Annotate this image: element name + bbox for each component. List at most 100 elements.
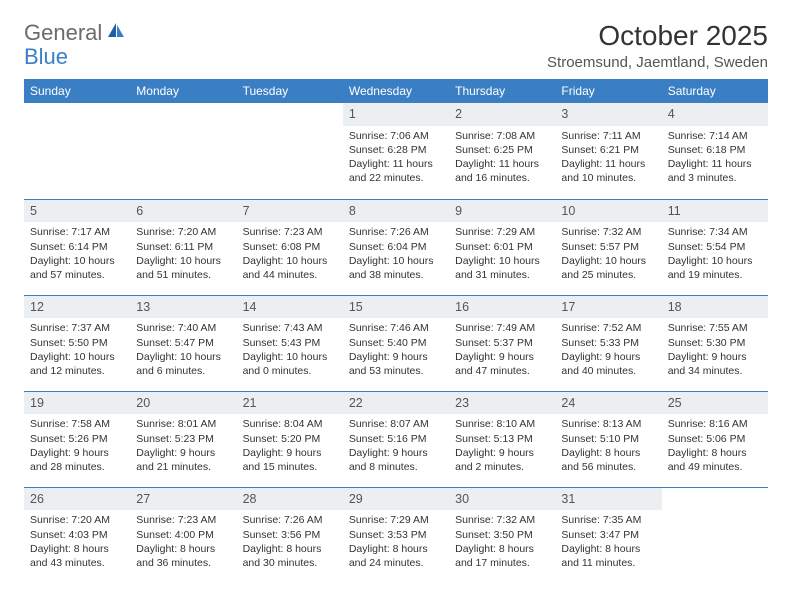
daynum-row: 28 bbox=[237, 488, 343, 511]
daynum-row: 6 bbox=[130, 200, 236, 223]
daylight-line: Daylight: 9 hours and 53 minutes. bbox=[349, 350, 443, 378]
calendar-cell: 11Sunrise: 7:34 AMSunset: 5:54 PMDayligh… bbox=[662, 199, 768, 295]
daynum-row: 25 bbox=[662, 392, 768, 415]
sunrise-line: Sunrise: 7:06 AM bbox=[349, 129, 443, 143]
sunrise-line: Sunrise: 8:13 AM bbox=[561, 417, 655, 431]
daylight-line: Daylight: 11 hours and 10 minutes. bbox=[561, 157, 655, 185]
day-number: 4 bbox=[668, 107, 675, 121]
calendar-cell: 6Sunrise: 7:20 AMSunset: 6:11 PMDaylight… bbox=[130, 199, 236, 295]
day-number: 20 bbox=[136, 396, 150, 410]
daylight-line: Daylight: 9 hours and 34 minutes. bbox=[668, 350, 762, 378]
sunset-line: Sunset: 5:37 PM bbox=[455, 336, 549, 350]
sunset-line: Sunset: 6:21 PM bbox=[561, 143, 655, 157]
day-number: 12 bbox=[30, 300, 44, 314]
daynum-row: 5 bbox=[24, 200, 130, 223]
daynum-row: 22 bbox=[343, 392, 449, 415]
daynum-row: 2 bbox=[449, 103, 555, 126]
calendar-cell-empty bbox=[237, 103, 343, 199]
logo-word-2: Blue bbox=[24, 44, 68, 69]
daylight-line: Daylight: 10 hours and 0 minutes. bbox=[243, 350, 337, 378]
day-number: 28 bbox=[243, 492, 257, 506]
sunrise-line: Sunrise: 7:23 AM bbox=[136, 513, 230, 527]
calendar-cell: 4Sunrise: 7:14 AMSunset: 6:18 PMDaylight… bbox=[662, 103, 768, 199]
calendar-cell: 7Sunrise: 7:23 AMSunset: 6:08 PMDaylight… bbox=[237, 199, 343, 295]
day-number: 3 bbox=[561, 107, 568, 121]
sunset-line: Sunset: 5:54 PM bbox=[668, 240, 762, 254]
title-block: October 2025 Stroemsund, Jaemtland, Swed… bbox=[547, 20, 768, 71]
day-number: 14 bbox=[243, 300, 257, 314]
sunrise-line: Sunrise: 7:08 AM bbox=[455, 129, 549, 143]
sunrise-line: Sunrise: 7:29 AM bbox=[455, 225, 549, 239]
sunrise-line: Sunrise: 7:20 AM bbox=[136, 225, 230, 239]
sunrise-line: Sunrise: 7:34 AM bbox=[668, 225, 762, 239]
sunrise-line: Sunrise: 8:07 AM bbox=[349, 417, 443, 431]
calendar-cell-empty bbox=[662, 487, 768, 583]
day-number: 26 bbox=[30, 492, 44, 506]
sunrise-line: Sunrise: 7:40 AM bbox=[136, 321, 230, 335]
day-number: 6 bbox=[136, 204, 143, 218]
day-header: Sunday bbox=[24, 79, 130, 103]
day-number: 5 bbox=[30, 204, 37, 218]
daynum-row: 8 bbox=[343, 200, 449, 223]
daylight-line: Daylight: 8 hours and 43 minutes. bbox=[30, 542, 124, 570]
sunrise-line: Sunrise: 7:52 AM bbox=[561, 321, 655, 335]
sunset-line: Sunset: 5:16 PM bbox=[349, 432, 443, 446]
daynum-row: 21 bbox=[237, 392, 343, 415]
daynum-row: 7 bbox=[237, 200, 343, 223]
day-number: 22 bbox=[349, 396, 363, 410]
calendar-row: 1Sunrise: 7:06 AMSunset: 6:28 PMDaylight… bbox=[24, 103, 768, 199]
daylight-line: Daylight: 8 hours and 24 minutes. bbox=[349, 542, 443, 570]
calendar-cell: 16Sunrise: 7:49 AMSunset: 5:37 PMDayligh… bbox=[449, 295, 555, 391]
sunset-line: Sunset: 5:33 PM bbox=[561, 336, 655, 350]
sunset-line: Sunset: 3:53 PM bbox=[349, 528, 443, 542]
sunset-line: Sunset: 5:50 PM bbox=[30, 336, 124, 350]
location: Stroemsund, Jaemtland, Sweden bbox=[547, 54, 768, 71]
daynum-row: 3 bbox=[555, 103, 661, 126]
day-number: 13 bbox=[136, 300, 150, 314]
sunset-line: Sunset: 4:00 PM bbox=[136, 528, 230, 542]
day-header: Wednesday bbox=[343, 79, 449, 103]
daylight-line: Daylight: 9 hours and 21 minutes. bbox=[136, 446, 230, 474]
daynum-row: 30 bbox=[449, 488, 555, 511]
daynum-row: 27 bbox=[130, 488, 236, 511]
sunrise-line: Sunrise: 7:55 AM bbox=[668, 321, 762, 335]
calendar-cell: 13Sunrise: 7:40 AMSunset: 5:47 PMDayligh… bbox=[130, 295, 236, 391]
sunrise-line: Sunrise: 7:11 AM bbox=[561, 129, 655, 143]
sunrise-line: Sunrise: 7:43 AM bbox=[243, 321, 337, 335]
day-header: Tuesday bbox=[237, 79, 343, 103]
calendar-cell: 10Sunrise: 7:32 AMSunset: 5:57 PMDayligh… bbox=[555, 199, 661, 295]
daylight-line: Daylight: 8 hours and 30 minutes. bbox=[243, 542, 337, 570]
sunrise-line: Sunrise: 7:32 AM bbox=[561, 225, 655, 239]
day-number: 21 bbox=[243, 396, 257, 410]
day-number: 29 bbox=[349, 492, 363, 506]
sunrise-line: Sunrise: 7:20 AM bbox=[30, 513, 124, 527]
sunset-line: Sunset: 3:56 PM bbox=[243, 528, 337, 542]
daynum-row: 1 bbox=[343, 103, 449, 126]
sunset-line: Sunset: 6:14 PM bbox=[30, 240, 124, 254]
day-number: 9 bbox=[455, 204, 462, 218]
day-number: 25 bbox=[668, 396, 682, 410]
calendar-cell: 31Sunrise: 7:35 AMSunset: 3:47 PMDayligh… bbox=[555, 487, 661, 583]
daynum-row: 18 bbox=[662, 296, 768, 319]
daynum-row: 20 bbox=[130, 392, 236, 415]
sunrise-line: Sunrise: 7:49 AM bbox=[455, 321, 549, 335]
day-header-row: SundayMondayTuesdayWednesdayThursdayFrid… bbox=[24, 79, 768, 103]
day-number: 24 bbox=[561, 396, 575, 410]
daylight-line: Daylight: 9 hours and 8 minutes. bbox=[349, 446, 443, 474]
sunset-line: Sunset: 4:03 PM bbox=[30, 528, 124, 542]
daynum-row: 17 bbox=[555, 296, 661, 319]
daylight-line: Daylight: 8 hours and 11 minutes. bbox=[561, 542, 655, 570]
day-number: 2 bbox=[455, 107, 462, 121]
sunrise-line: Sunrise: 7:35 AM bbox=[561, 513, 655, 527]
daylight-line: Daylight: 11 hours and 16 minutes. bbox=[455, 157, 549, 185]
month-title: October 2025 bbox=[547, 20, 768, 52]
daylight-line: Daylight: 10 hours and 57 minutes. bbox=[30, 254, 124, 282]
calendar-cell: 28Sunrise: 7:26 AMSunset: 3:56 PMDayligh… bbox=[237, 487, 343, 583]
daynum-row: 31 bbox=[555, 488, 661, 511]
calendar-cell: 29Sunrise: 7:29 AMSunset: 3:53 PMDayligh… bbox=[343, 487, 449, 583]
calendar-cell: 26 Sunrise: 7:20 AMSunset: 4:03 PMDayligh… bbox=[24, 487, 130, 583]
calendar-cell: 9Sunrise: 7:29 AMSunset: 6:01 PMDaylight… bbox=[449, 199, 555, 295]
sunrise-line: Sunrise: 7:26 AM bbox=[349, 225, 443, 239]
logo-line2: Blue bbox=[24, 44, 68, 70]
daylight-line: Daylight: 11 hours and 3 minutes. bbox=[668, 157, 762, 185]
